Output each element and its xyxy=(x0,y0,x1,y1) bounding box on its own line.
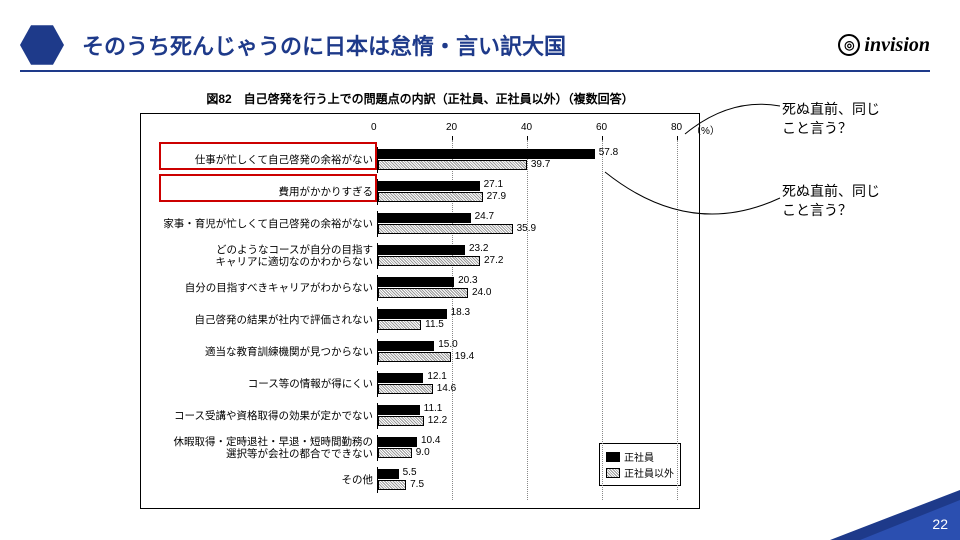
row-label: コース受講や資格取得の効果が定かでない xyxy=(141,410,377,422)
logo-icon: ◎ xyxy=(838,34,860,56)
bar-series-a xyxy=(378,469,399,479)
logo-text: invision xyxy=(864,34,930,57)
brand-logo: ◎ invision xyxy=(838,34,930,57)
bar-value-a: 5.5 xyxy=(403,467,417,478)
row-label: 適当な教育訓練機関が見つからない xyxy=(141,346,377,358)
bar-series-b xyxy=(378,352,451,362)
bar-value-b: 12.2 xyxy=(428,415,447,426)
bar-value-b: 19.4 xyxy=(455,351,474,362)
bar-value-a: 11.1 xyxy=(424,403,443,414)
row-label: 休暇取得・定時退社・早退・短時間勤務の選択等が会社の都合でできない xyxy=(141,436,377,460)
chart-row: 適当な教育訓練機関が見つからない 15.019.4 xyxy=(141,336,699,368)
axis-tick-label: 20 xyxy=(446,122,457,133)
chart-row: 自分の目指すべきキャリアがわからない 20.324.0 xyxy=(141,272,699,304)
bar-value-a: 57.8 xyxy=(599,147,618,158)
bar-series-b xyxy=(378,384,433,394)
bar-value-b: 24.0 xyxy=(472,287,491,298)
chart-row: その他 5.57.5 xyxy=(141,464,699,496)
bar-value-a: 10.4 xyxy=(421,435,440,446)
axis-unit: （%） xyxy=(691,122,720,137)
row-label: コース等の情報が得にくい xyxy=(141,378,377,390)
bar-value-a: 23.2 xyxy=(469,243,488,254)
bar-series-a xyxy=(378,437,417,447)
bar-series-a xyxy=(378,405,420,415)
bar-series-a xyxy=(378,213,471,223)
highlight-box xyxy=(159,174,377,202)
header-divider xyxy=(20,70,930,72)
bar-value-b: 11.5 xyxy=(425,319,444,330)
bar-series-a xyxy=(378,181,480,191)
chart-row: 休暇取得・定時退社・早退・短時間勤務の選択等が会社の都合でできない 10.49.0 xyxy=(141,432,699,464)
bar-value-b: 27.9 xyxy=(487,191,506,202)
annotation-1: 死ぬ直前、同じこと言う？ xyxy=(782,100,880,138)
bar-value-b: 35.9 xyxy=(517,223,536,234)
bar-series-b xyxy=(378,224,513,234)
chart-row: コース等の情報が得にくい 12.114.6 xyxy=(141,368,699,400)
bar-value-a: 12.1 xyxy=(427,371,446,382)
bar-series-b xyxy=(378,416,424,426)
page-number: 22 xyxy=(932,516,948,532)
bar-series-a xyxy=(378,373,423,383)
bar-value-a: 18.3 xyxy=(451,307,470,318)
axis-tick-label: 80 xyxy=(671,122,682,133)
chart-row: 家事・育児が忙しくて自己啓発の余裕がない 24.7 35.9 xyxy=(141,208,699,240)
chart-row: コース受講や資格取得の効果が定かでない 11.112.2 xyxy=(141,400,699,432)
page-title: そのうち死んじゃうのに日本は怠惰・言い訳大国 xyxy=(82,29,838,61)
axis-tick-label: 40 xyxy=(521,122,532,133)
bar-series-b xyxy=(378,256,480,266)
bar-series-b xyxy=(378,160,527,170)
hexagon-icon xyxy=(20,23,64,67)
annotation-2: 死ぬ直前、同じこと言う？ xyxy=(782,182,880,220)
bar-series-a xyxy=(378,245,465,255)
bar-value-b: 39.7 xyxy=(531,159,550,170)
chart-row: 自己啓発の結果が社内で評価されない 18.3 11.5 xyxy=(141,304,699,336)
row-label: 自己啓発の結果が社内で評価されない xyxy=(141,314,377,326)
row-label: どのようなコースが自分の目指すキャリアに適切なのかわからない xyxy=(141,244,377,268)
axis-tick-label: 60 xyxy=(596,122,607,133)
axis-tick-label: 0 xyxy=(371,122,377,133)
row-label: 家事・育児が忙しくて自己啓発の余裕がない xyxy=(141,218,377,230)
chart-figure: 図82 自己啓発を行う上での問題点の内訳（正社員、正社員以外）（複数回答） 正社… xyxy=(140,90,700,510)
bar-series-b xyxy=(378,288,468,298)
row-label: その他 xyxy=(141,474,377,486)
bar-series-a xyxy=(378,149,595,159)
bar-value-a: 24.7 xyxy=(475,211,494,222)
row-label: 自分の目指すべきキャリアがわからない xyxy=(141,282,377,294)
bar-value-b: 7.5 xyxy=(410,479,424,490)
bar-value-b: 14.6 xyxy=(437,383,456,394)
bar-series-a xyxy=(378,341,434,351)
bar-value-a: 20.3 xyxy=(458,275,477,286)
bar-value-a: 15.0 xyxy=(438,339,457,350)
bar-value-a: 27.1 xyxy=(484,179,503,190)
chart-title: 図82 自己啓発を行う上での問題点の内訳（正社員、正社員以外）（複数回答） xyxy=(140,90,700,107)
chart-box: 正社員 正社員以外 020406080（%）仕事が忙しくて自己啓発の余裕がない5… xyxy=(140,113,700,509)
bar-series-b xyxy=(378,480,406,490)
bar-series-b xyxy=(378,448,412,458)
bar-series-b xyxy=(378,192,483,202)
bar-value-b: 27.2 xyxy=(484,255,503,266)
bar-series-a xyxy=(378,277,454,287)
bar-series-a xyxy=(378,309,447,319)
bar-value-b: 9.0 xyxy=(416,447,430,458)
bar-series-b xyxy=(378,320,421,330)
highlight-box xyxy=(159,142,377,170)
chart-row: どのようなコースが自分の目指すキャリアに適切なのかわからない 23.227.2 xyxy=(141,240,699,272)
